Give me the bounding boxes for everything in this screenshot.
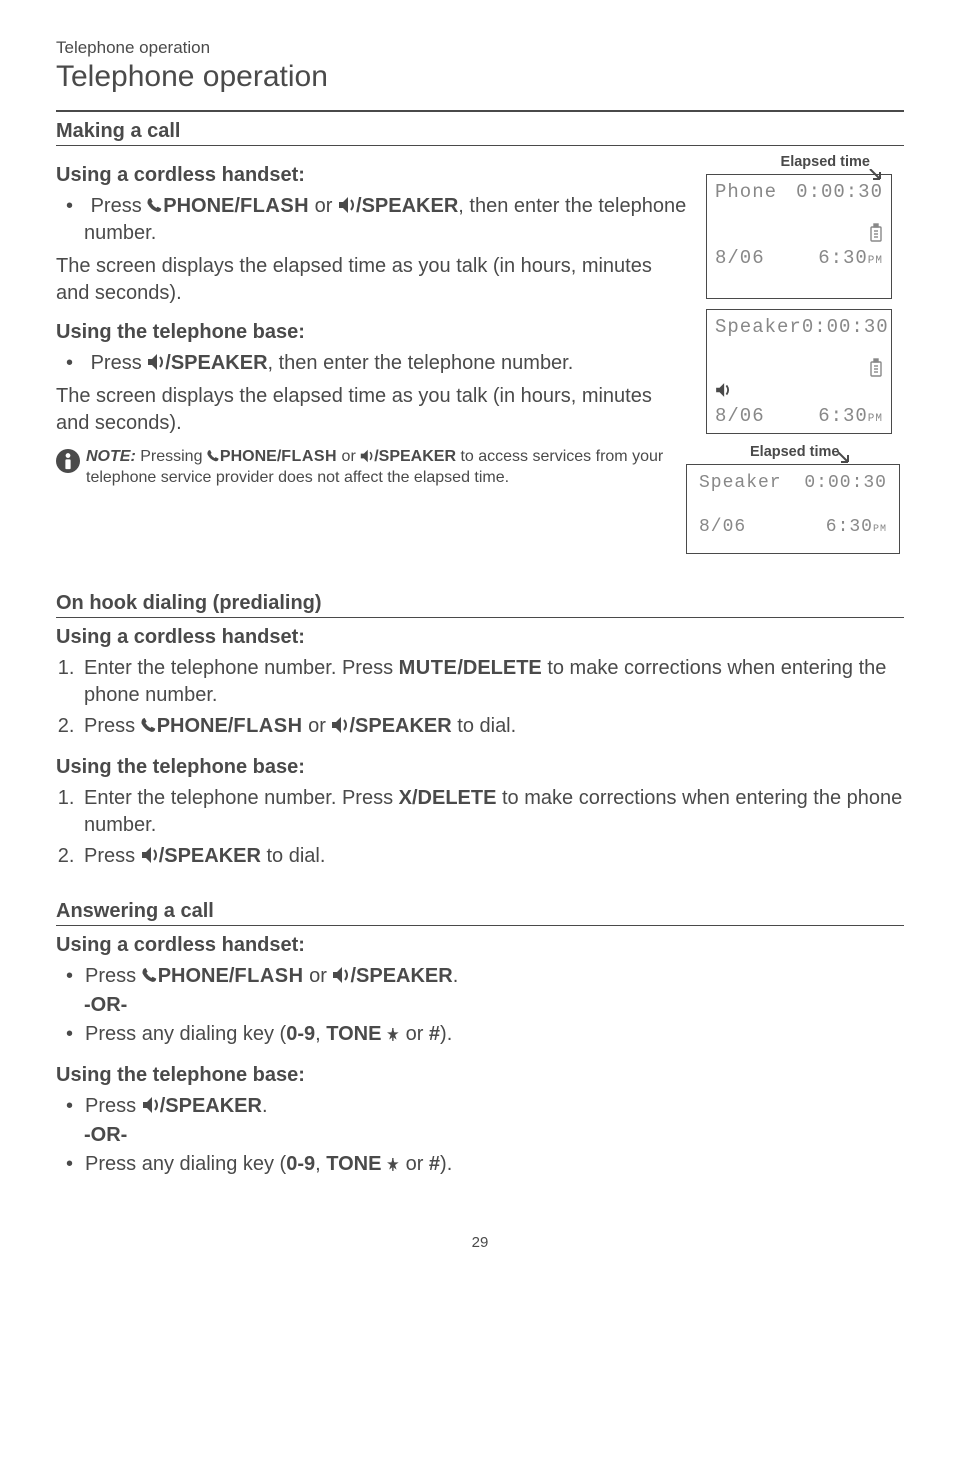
subhead-base: Using the telephone base: [56, 756, 904, 779]
list-item: Press any dialing key (0-9, TONE or #). [56, 1151, 904, 1178]
list-item: Press PHONE/FLASH or /SPEAKER. [56, 963, 904, 990]
or-separator: -OR- [84, 1124, 904, 1147]
list-item: Press /SPEAKER. [56, 1093, 904, 1120]
section-making-call: Making a call [56, 120, 904, 143]
list-item: Press any dialing key (0-9, TONE or #). [56, 1021, 904, 1048]
list-item: Press PHONE/FLASH or /SPEAKER to dial. [80, 713, 904, 740]
lcd-caption: Elapsed time [706, 154, 904, 170]
note-text: NOTE: Pressing PHONE/FLASH or /SPEAKER t… [86, 447, 690, 489]
numbered-list: Enter the telephone number. Press X/DELE… [56, 785, 904, 870]
speaker-icon [142, 1096, 160, 1114]
bullet-list: Press any dialing key (0-9, TONE or #). [56, 1151, 904, 1178]
lcd-display-phone: Phone0:00:30 8/066:30PM [706, 174, 892, 299]
star-icon [387, 1028, 400, 1042]
phone-icon [142, 968, 158, 984]
header-title: Telephone operation [56, 60, 904, 94]
divider [56, 617, 904, 618]
list-item: Press /SPEAKER, then enter the telephone… [56, 350, 690, 377]
divider [56, 145, 904, 146]
or-separator: -OR- [84, 994, 904, 1017]
list-item: Press /SPEAKER to dial. [80, 843, 904, 870]
phone-icon [141, 718, 157, 734]
header-pretitle: Telephone operation [56, 38, 904, 58]
speaker-icon [331, 716, 349, 734]
numbered-list: Enter the telephone number. Press MUTE/D… [56, 655, 904, 740]
lcd-display-speaker: Speaker0:00:30 8/066:30PM [706, 309, 892, 434]
speaker-icon [338, 196, 356, 214]
battery-icon [869, 358, 883, 378]
battery-icon [869, 223, 883, 243]
page-header: Telephone operation Telephone operation [56, 38, 904, 94]
divider [56, 925, 904, 926]
bullet-list: Press PHONE/FLASH or /SPEAKER, then ente… [56, 193, 690, 247]
subhead-handset: Using a cordless handset: [56, 164, 690, 187]
lcd-caption: Elapsed time [706, 444, 904, 460]
speaker-icon [147, 353, 165, 371]
section-answer: Answering a call [56, 900, 904, 923]
bullet-list: Press /SPEAKER, then enter the telephone… [56, 350, 690, 377]
subhead-handset: Using a cordless handset: [56, 934, 904, 957]
phone-icon [147, 198, 163, 214]
subhead-handset: Using a cordless handset: [56, 626, 904, 649]
note-block: NOTE: Pressing PHONE/FLASH or /SPEAKER t… [56, 447, 690, 489]
bullet-list: Press /SPEAKER. [56, 1093, 904, 1120]
info-icon [56, 449, 80, 473]
list-item: Enter the telephone number. Press X/DELE… [80, 785, 904, 839]
page-number: 29 [56, 1234, 904, 1251]
speaker-icon [715, 382, 731, 398]
bullet-list: Press any dialing key (0-9, TONE or #). [56, 1021, 904, 1048]
speaker-icon [360, 449, 374, 463]
divider [56, 110, 904, 112]
bullet-list: Press PHONE/FLASH or /SPEAKER. [56, 963, 904, 990]
list-item: Press PHONE/FLASH or /SPEAKER, then ente… [56, 193, 690, 247]
paragraph: The screen displays the elapsed time as … [56, 383, 690, 437]
speaker-icon [332, 966, 350, 984]
paragraph: The screen displays the elapsed time as … [56, 253, 690, 307]
lcd-display-wide: Speaker0:00:30 8/066:30PM [686, 464, 900, 554]
subhead-base: Using the telephone base: [56, 321, 690, 344]
subhead-base: Using the telephone base: [56, 1064, 904, 1087]
speaker-icon [141, 846, 159, 864]
section-predial: On hook dialing (predialing) [56, 592, 904, 615]
lcd-column: Elapsed time Phone0:00:30 8/066:30PM Spe… [706, 154, 904, 554]
phone-icon [207, 450, 220, 463]
list-item: Enter the telephone number. Press MUTE/D… [80, 655, 904, 709]
star-icon [387, 1158, 400, 1172]
